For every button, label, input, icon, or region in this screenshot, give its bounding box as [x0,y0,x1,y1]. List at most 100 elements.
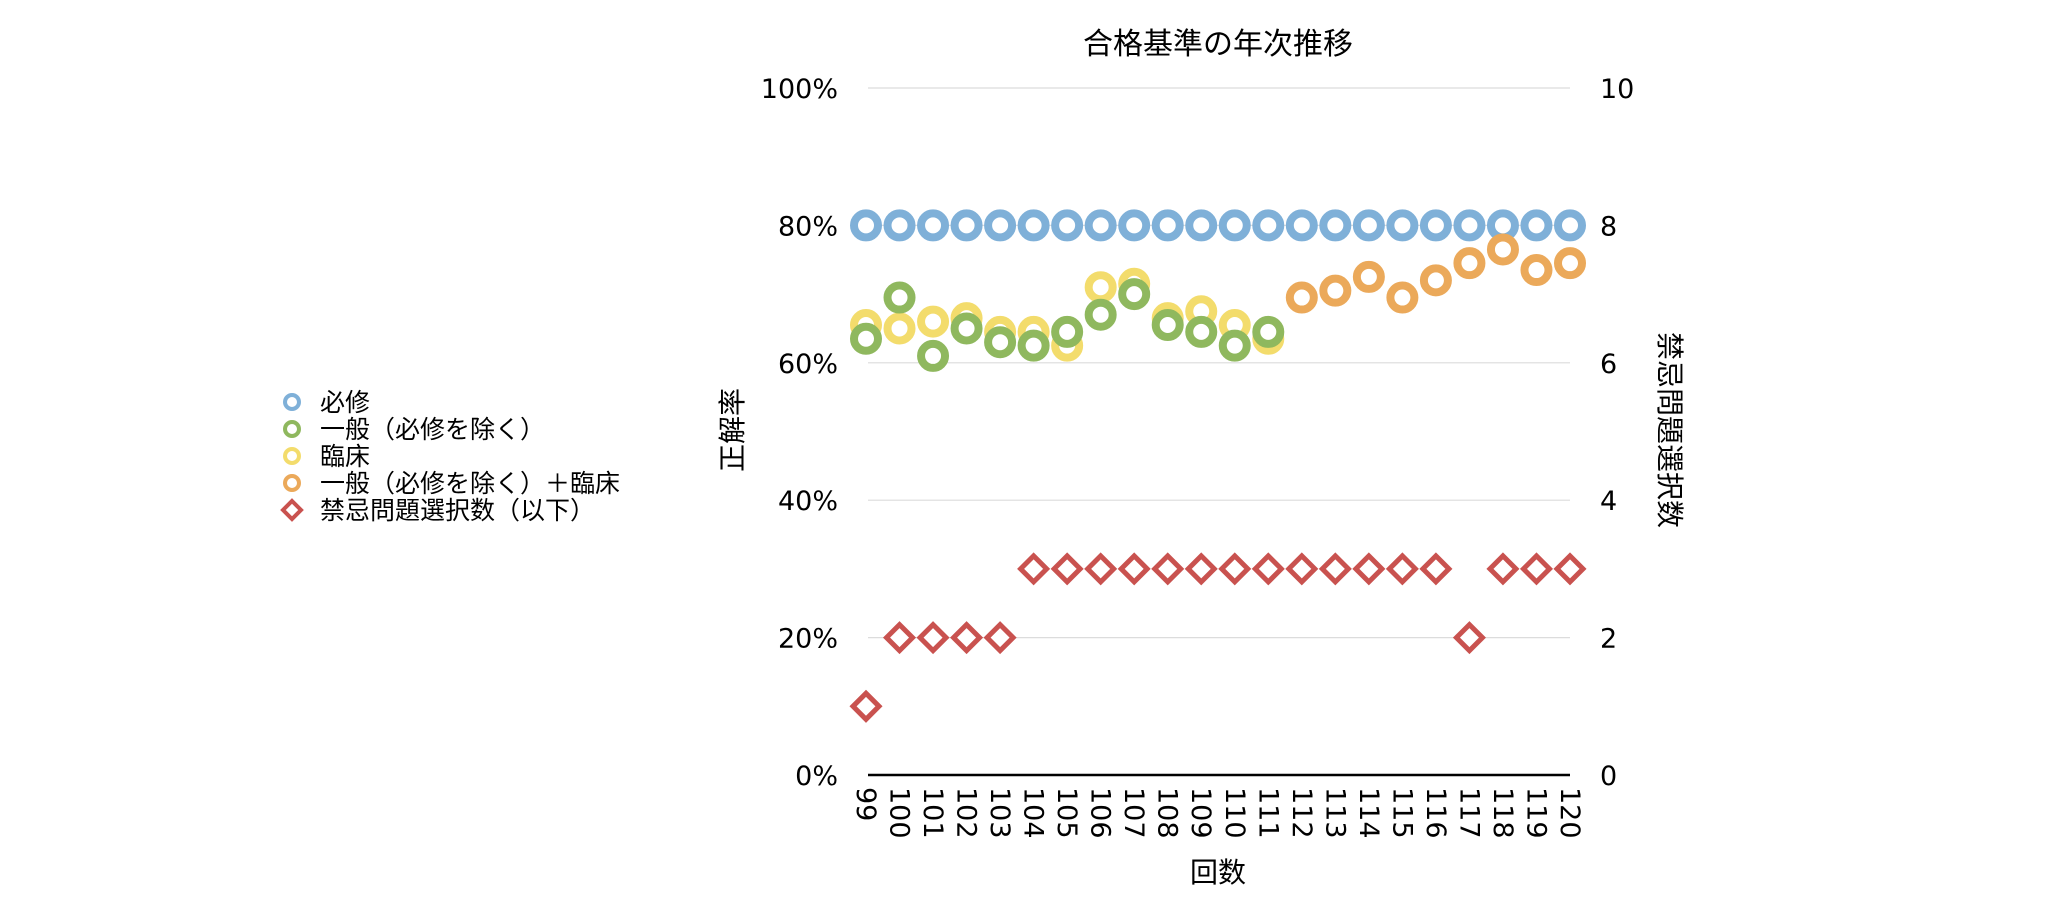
data-point [1218,552,1252,586]
data-point [1352,552,1386,586]
data-point [950,621,984,655]
data-point [1251,552,1285,586]
y-tick-label: 20% [778,624,838,655]
data-point [1252,315,1285,348]
data-point [950,209,983,242]
data-point [1118,278,1151,311]
data-point [1319,274,1352,307]
x-tick-label: 118 [1487,787,1518,839]
x-tick-label: 114 [1353,787,1384,839]
legend-marker [283,420,301,438]
data-point [1084,298,1117,331]
x-tick-label: 113 [1319,787,1350,839]
x-tick-label: 99 [850,787,881,821]
y-axis-label: 正解率 [716,388,749,472]
data-point [1419,552,1453,586]
x-axis-label: 回数 [1190,856,1246,889]
data-point [1151,552,1185,586]
x-tick-label: 117 [1453,787,1484,839]
series-4 [849,552,1587,723]
x-tick-label: 110 [1219,787,1250,839]
y-tick-label: 0% [795,761,838,792]
x-tick-label: 115 [1386,787,1417,839]
data-point [1184,552,1218,586]
y2-axis-label: 禁忌問題選択数 [1653,332,1686,528]
data-point [1385,552,1419,586]
y-tick-label: 100% [761,74,838,105]
legend-label: 禁忌問題選択数（以下） [320,496,595,525]
data-point [883,312,916,345]
data-point [1386,209,1419,242]
data-point [1519,552,1554,586]
data-point [1218,329,1251,362]
y2-tick-label: 10 [1600,74,1634,105]
x-tick-label: 102 [951,787,982,839]
data-point [916,621,950,655]
x-tick-label: 104 [1018,787,1049,839]
data-point [883,209,916,242]
x-tick-label: 116 [1420,787,1451,839]
data-point [1252,209,1285,242]
x-tick-label: 106 [1085,787,1116,839]
series-0 [850,209,1586,242]
data-point [1520,254,1553,287]
data-point [1084,209,1117,242]
legend-marker [283,447,301,465]
data-point [1319,209,1352,242]
data-marks [849,209,1587,723]
data-point [917,339,950,372]
legend-item: 臨床 [283,442,370,471]
data-point [1218,209,1251,242]
legend-marker [283,393,301,411]
data-point [1453,247,1486,280]
data-point [917,305,950,338]
legend-marker [283,474,301,492]
data-point [1151,209,1184,242]
data-point [1453,209,1486,242]
x-tick-label: 105 [1051,787,1082,839]
x-tick-label: 111 [1252,787,1283,839]
x-tick-label: 107 [1118,787,1149,839]
data-point [1084,552,1118,586]
data-point [1285,281,1318,314]
data-point [1017,552,1051,586]
data-point [1151,309,1184,342]
legend-label: 一般（必修を除く）＋臨床 [320,469,620,498]
data-point [1051,209,1084,242]
data-point [883,281,916,314]
data-point [1285,552,1319,586]
legend-label: 必修 [320,388,370,417]
data-point [1520,209,1553,242]
x-tick-label: 119 [1520,787,1551,839]
data-point [1419,209,1452,242]
x-tick-label: 120 [1554,787,1585,839]
data-point [1050,552,1084,586]
data-point [1318,552,1352,586]
data-point [1554,209,1586,242]
data-point [1084,271,1117,304]
y-tick-label: 40% [778,486,838,517]
legend-marker [280,498,304,522]
data-point [984,326,1017,359]
data-point [1017,329,1050,362]
data-point [849,689,883,723]
y2-tick-label: 0 [1600,761,1617,792]
data-point [850,322,882,355]
data-point [1051,315,1084,348]
data-point [984,209,1017,242]
data-point [950,312,983,345]
data-point [1285,209,1318,242]
data-point [1486,552,1520,586]
legend-item: 一般（必修を除く）＋臨床 [283,469,620,498]
data-point [1017,209,1050,242]
data-point [1118,209,1151,242]
y2-tick-label: 6 [1600,349,1617,380]
x-tick-label: 109 [1185,787,1216,839]
legend-item: 一般（必修を除く） [283,415,545,444]
x-tick-label: 101 [917,787,948,839]
y-tick-label: 60% [778,349,838,380]
series-3 [1285,233,1586,314]
x-tick-label: 100 [884,787,915,839]
